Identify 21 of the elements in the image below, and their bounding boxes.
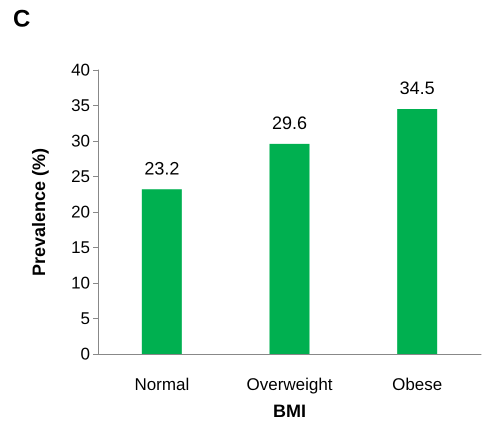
data-label: 34.5 xyxy=(400,78,435,98)
y-tick-label: 10 xyxy=(71,274,90,292)
chart-title: C xyxy=(13,6,30,32)
x-tick-label: Obese xyxy=(392,375,442,394)
x-axis-title: BMI xyxy=(273,401,306,421)
y-tick-label: 5 xyxy=(80,309,90,328)
bar xyxy=(270,144,310,354)
x-tick-label: Overweight xyxy=(246,375,333,394)
data-label: 29.6 xyxy=(272,112,308,133)
bar xyxy=(142,189,182,354)
data-label: 23.2 xyxy=(144,158,180,178)
y-tick-label: 30 xyxy=(71,132,90,150)
y-tick-label: 0 xyxy=(80,344,90,364)
bar xyxy=(397,109,438,354)
y-tick-label: 40 xyxy=(71,60,90,80)
y-tick-label: 15 xyxy=(71,238,90,257)
x-tick-label: Normal xyxy=(134,375,190,394)
y-tick-label: 25 xyxy=(71,167,90,186)
y-tick-label: 35 xyxy=(71,96,90,115)
y-axis-title: Prevalence (%) xyxy=(29,148,49,276)
y-tick-label: 20 xyxy=(71,202,90,222)
